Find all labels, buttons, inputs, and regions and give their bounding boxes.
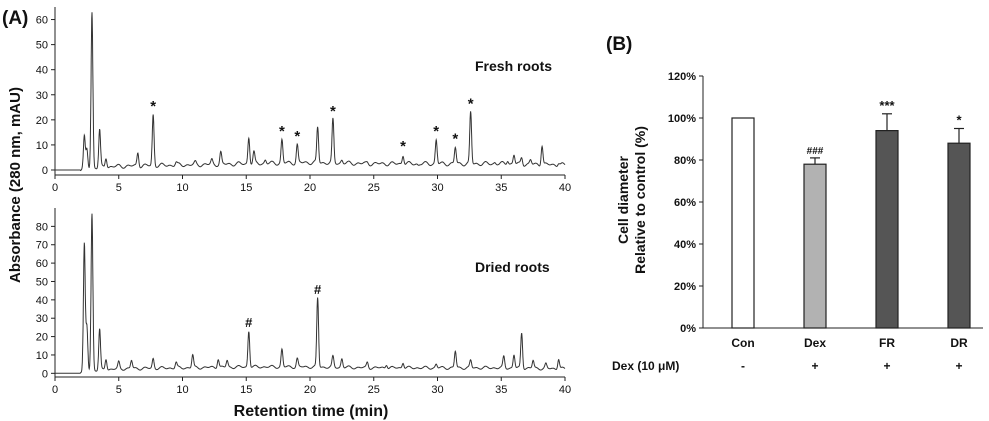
fresh-peak-marker: * <box>150 98 156 115</box>
treatment-indicator: - <box>741 359 745 373</box>
panel-a-xlabel: Retention time (min) <box>234 403 389 420</box>
treatment-indicator: + <box>811 359 818 373</box>
panel-b-label: (B) <box>606 34 632 55</box>
bar-ylabel-line-1: Cell diameter <box>615 155 631 243</box>
fresh-y-tick-label: 0 <box>42 165 48 177</box>
dried-x-tick-label: 5 <box>116 384 122 396</box>
dried-y-tick-label: 0 <box>42 368 48 380</box>
chromatogram-fresh-annotation: Fresh roots <box>475 58 552 74</box>
bar-dr <box>947 142 971 329</box>
fresh-x-tick-label: 30 <box>431 182 443 194</box>
fresh-y-tick-label: 10 <box>36 140 48 152</box>
fresh-peak-marker: * <box>400 138 406 155</box>
dried-x-tick-label: 30 <box>431 384 443 396</box>
fresh-y-tick-label: 40 <box>36 65 48 77</box>
dried-y-tick-label: 10 <box>36 350 48 362</box>
bar-fr <box>875 130 899 329</box>
fresh-y-tick-label: 20 <box>36 115 48 127</box>
fresh-trace <box>55 12 566 172</box>
fresh-y-tick-label: 60 <box>36 15 48 27</box>
panel-a-ylabel: Absorbance (280 nm, mAU) <box>7 87 24 283</box>
dried-y-tick-label: 80 <box>36 221 48 233</box>
fresh-y-tick-label: 30 <box>36 90 48 102</box>
fresh-peak-marker: * <box>433 123 439 140</box>
bar-category-label: Con <box>731 336 754 350</box>
significance-dex: ### <box>807 146 824 157</box>
fresh-x-tick-label: 25 <box>368 182 380 194</box>
fresh-x-tick-label: 35 <box>495 182 507 194</box>
bar-category-label: DR <box>950 336 968 350</box>
fresh-y-tick-label: 50 <box>36 40 48 52</box>
dried-x-tick-label: 35 <box>495 384 507 396</box>
bar-y-tick-label: 80% <box>674 155 696 167</box>
fresh-peak-marker: * <box>468 95 474 112</box>
dried-peak-marker: # <box>245 315 253 330</box>
bar-y-tick-label: 100% <box>668 113 696 125</box>
bar-y-tick-label: 120% <box>668 71 696 83</box>
bar-y-tick-label: 40% <box>674 239 696 251</box>
chromatogram-dried-annotation: Dried roots <box>475 259 550 275</box>
dried-y-tick-label: 70 <box>36 240 48 252</box>
fresh-x-tick-label: 10 <box>176 182 188 194</box>
bar-y-tick-label: 60% <box>674 197 696 209</box>
treatment-indicator: + <box>883 359 890 373</box>
bar-con <box>731 117 755 329</box>
treatment-indicator: + <box>955 359 962 373</box>
fresh-peak-marker: * <box>294 128 300 145</box>
dried-y-tick-label: 50 <box>36 276 48 288</box>
bar-category-label: Dex <box>804 336 826 350</box>
fresh-peak-marker: * <box>452 130 458 147</box>
cell-diameter-bar-chart: 0% 20% 40% 60% 80% 100% 120% Con - ### Dex + *** FR + *… <box>668 71 983 373</box>
fresh-peak-marker: * <box>279 123 285 140</box>
dried-y-tick-label: 30 <box>36 313 48 325</box>
dried-x-tick-label: 15 <box>240 384 252 396</box>
bar-ylabel-line-2: Relative to control (%) <box>632 126 648 274</box>
significance-dr: * <box>956 113 962 128</box>
bar-y-tick-label: 0% <box>680 323 696 335</box>
fresh-x-tick-label: 0 <box>52 182 58 194</box>
dried-x-tick-label: 20 <box>304 384 316 396</box>
dried-trace <box>55 213 566 374</box>
significance-fr: *** <box>879 98 895 113</box>
dried-x-tick-label: 25 <box>368 384 380 396</box>
fresh-x-tick-label: 5 <box>116 182 122 194</box>
dried-x-tick-label: 0 <box>52 384 58 396</box>
bar-dex <box>803 163 827 329</box>
fresh-x-tick-label: 40 <box>559 182 571 194</box>
dried-x-tick-label: 10 <box>176 384 188 396</box>
fresh-x-tick-label: 15 <box>240 182 252 194</box>
dried-y-tick-label: 40 <box>36 295 48 307</box>
bar-y-tick-label: 20% <box>674 281 696 293</box>
treatment-label: Dex (10 μM) <box>612 359 679 373</box>
dried-y-tick-label: 60 <box>36 258 48 270</box>
chromatogram-dried-roots: 0 10 20 30 40 50 60 70 80 0 5 10 15 20 25 30 35 40 # # <box>36 208 571 396</box>
panel-a-label: (A) <box>2 8 28 29</box>
fresh-peak-marker: * <box>330 103 336 120</box>
dried-peak-marker: # <box>314 282 322 297</box>
fresh-x-tick-label: 20 <box>304 182 316 194</box>
chromatogram-fresh-roots: 0 10 20 30 40 50 60 0 5 10 15 20 25 30 35 40 * * * * * * * * <box>36 7 571 194</box>
dried-x-tick-label: 40 <box>559 384 571 396</box>
bar-category-label: FR <box>879 336 895 350</box>
dried-y-tick-label: 20 <box>36 332 48 344</box>
